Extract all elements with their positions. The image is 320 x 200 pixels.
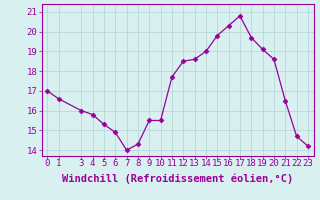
X-axis label: Windchill (Refroidissement éolien,°C): Windchill (Refroidissement éolien,°C) [62,173,293,184]
